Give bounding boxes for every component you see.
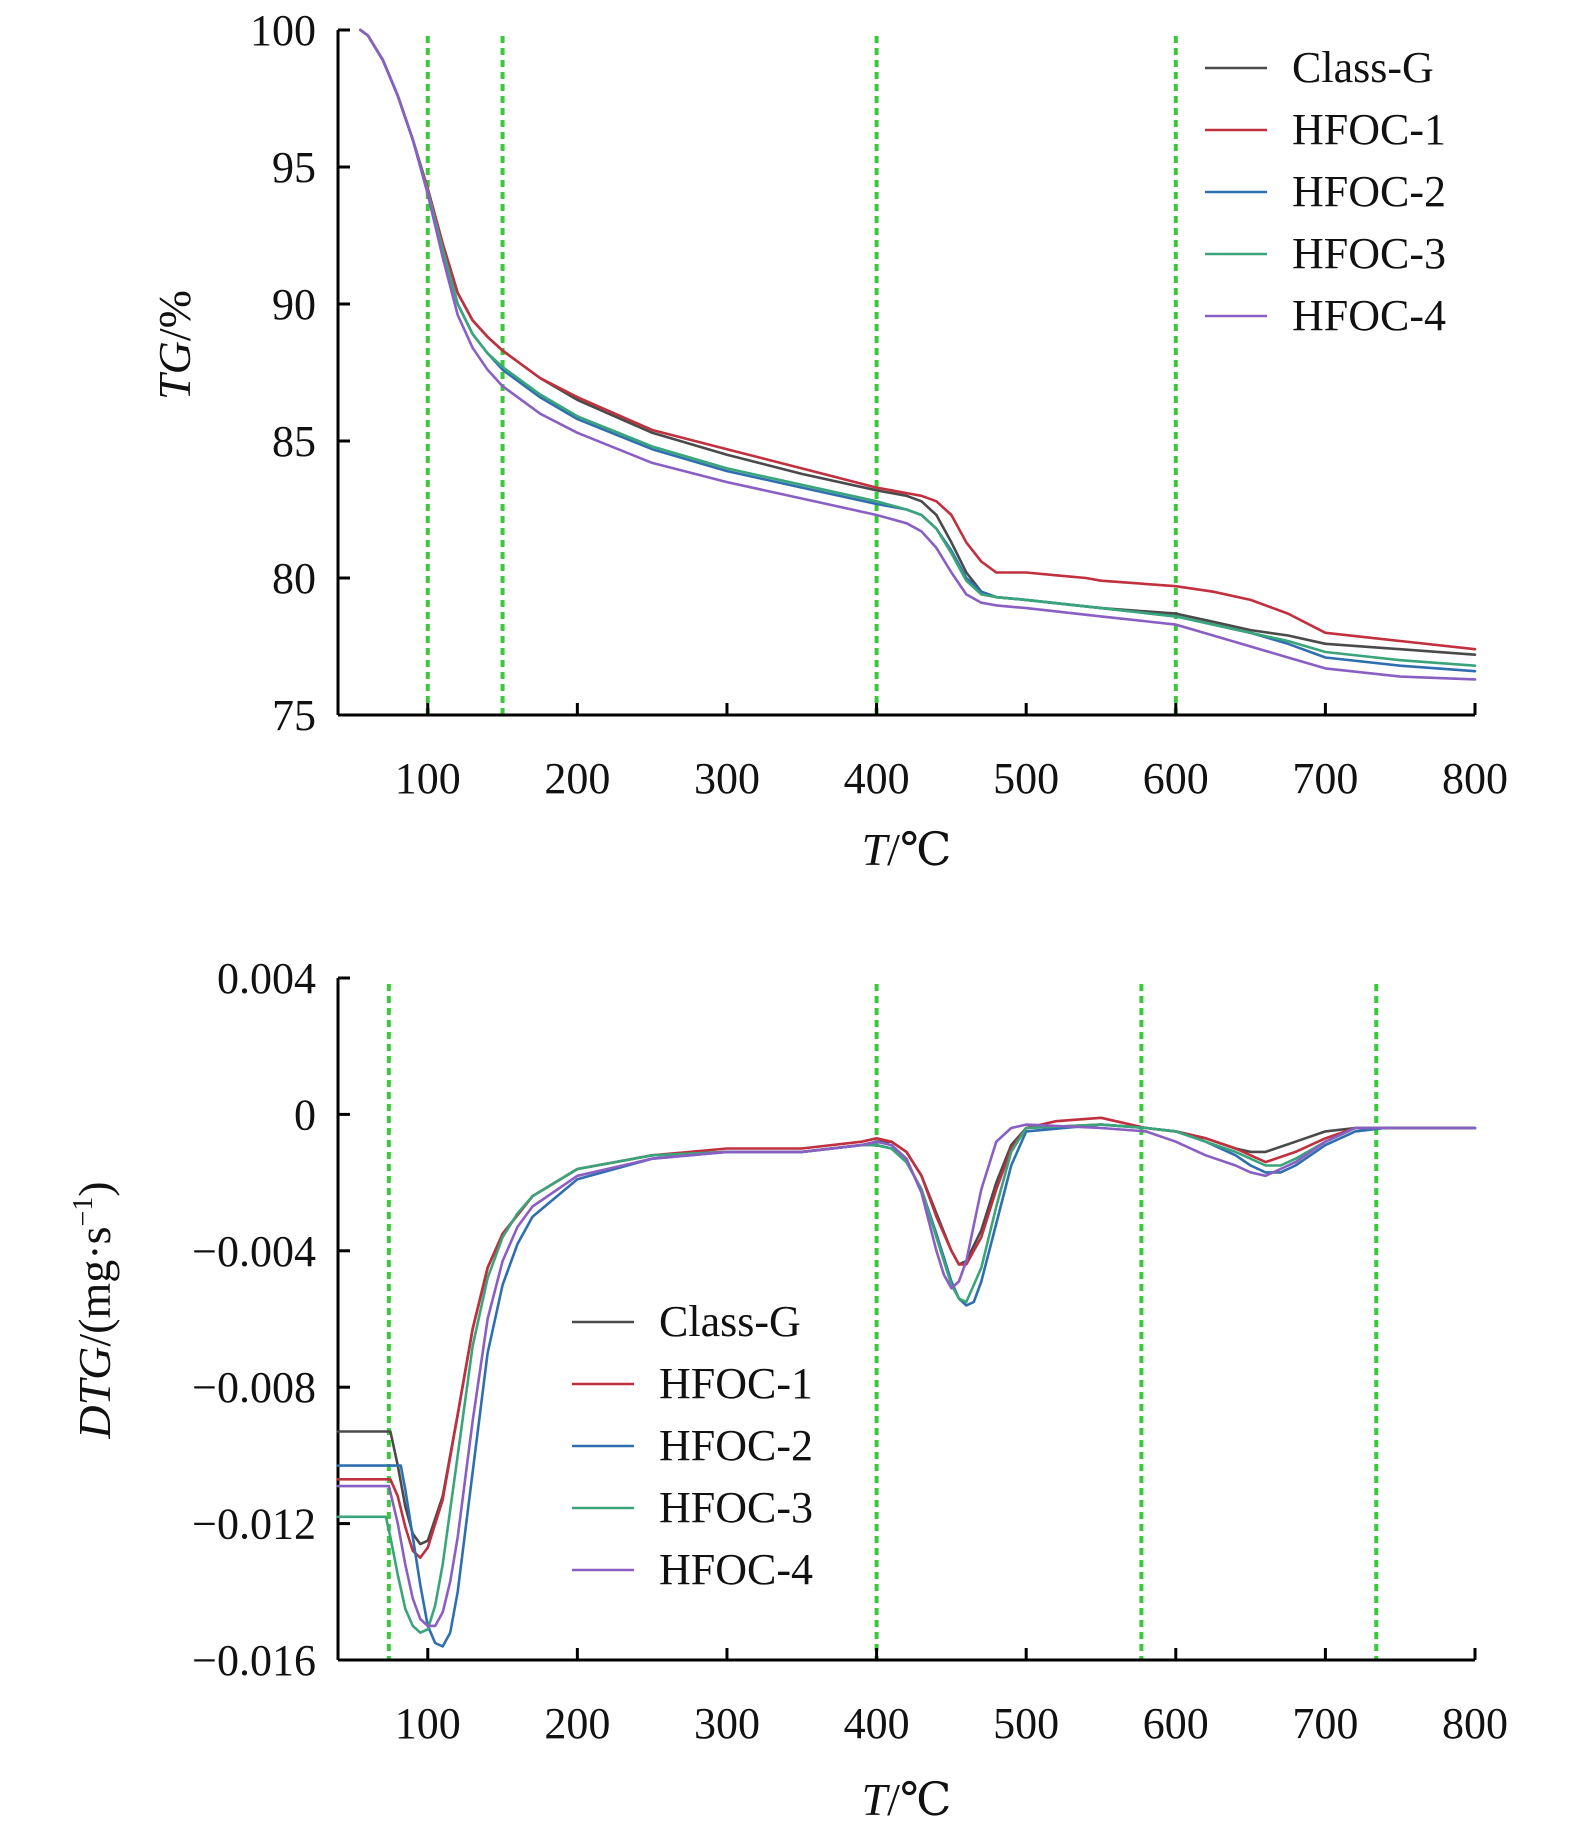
x-tick-label: 800: [1442, 754, 1508, 803]
x-tick-label: 800: [1442, 1699, 1508, 1748]
y-tick-label: −0.008: [192, 1363, 316, 1412]
x-tick-label: 300: [694, 754, 760, 803]
dtg-chart: 100 200 300 400 500 600 700 800 0.004 0 −0.004 −0.0…: [68, 954, 1508, 1825]
x-tick-label: 400: [844, 1699, 910, 1748]
tg-chart: 100 200 300 400 500 600 700 800 75 80 85 90 95 100 T/℃…: [149, 6, 1508, 875]
y-tick-label: 80: [272, 554, 316, 603]
y-tick-label: −0.004: [192, 1227, 316, 1276]
x-tick-label: 700: [1292, 1699, 1358, 1748]
x-tick-label: 500: [993, 754, 1059, 803]
series-line-hfoc-4: [359, 28, 1477, 681]
series-line-hfoc-1: [336, 1116, 1477, 1559]
legend-label: HFOC-2: [1292, 167, 1446, 216]
legend-label: HFOC-3: [659, 1483, 813, 1532]
series-line-hfoc-3: [336, 1123, 1477, 1634]
x-tick-label: 500: [993, 1699, 1059, 1748]
series-line-hfoc-2: [336, 1123, 1477, 1648]
series-line-hfoc-4: [336, 1123, 1477, 1628]
x-tick-label: 600: [1143, 754, 1209, 803]
legend-label: HFOC-4: [1292, 291, 1446, 340]
x-tick-label: 200: [544, 754, 610, 803]
y-tick-label: 90: [272, 280, 316, 329]
x-tick-label: 600: [1143, 1699, 1209, 1748]
legend: Class-G HFOC-1 HFOC-2 HFOC-3 HFOC-4: [572, 1297, 813, 1594]
y-axis-label: TG/%: [149, 290, 200, 400]
x-tick-label: 200: [544, 1699, 610, 1748]
x-tick-label: 100: [395, 754, 461, 803]
series-line-class-g: [336, 1123, 1477, 1546]
y-axis-label: DTG/(mg·s−1): [68, 1181, 120, 1439]
legend-label: HFOC-2: [659, 1421, 813, 1470]
x-tick-label: 400: [844, 754, 910, 803]
legend-label: HFOC-3: [1292, 229, 1446, 278]
legend-label: HFOC-1: [1292, 105, 1446, 154]
y-tick-label: 85: [272, 417, 316, 466]
x-axis-label: T/℃: [862, 1774, 952, 1825]
y-tick-label: −0.016: [192, 1636, 316, 1685]
y-tick-label: −0.012: [192, 1500, 316, 1549]
x-tick-label: 700: [1292, 754, 1358, 803]
legend: Class-G HFOC-1 HFOC-2 HFOC-3 HFOC-4: [1205, 43, 1446, 340]
y-tick-label: 100: [250, 6, 316, 55]
legend-label: HFOC-1: [659, 1359, 813, 1408]
x-tick-label: 300: [694, 1699, 760, 1748]
legend-label: Class-G: [659, 1297, 801, 1346]
x-tick-label: 100: [395, 1699, 461, 1748]
y-tick-label: 95: [272, 143, 316, 192]
legend-label: HFOC-4: [659, 1545, 813, 1594]
y-tick-label: 75: [272, 691, 316, 740]
legend-label: Class-G: [1292, 43, 1434, 92]
y-tick-label: 0.004: [217, 954, 316, 1003]
y-tick-label: 0: [294, 1090, 316, 1139]
x-axis-label: T/℃: [862, 824, 952, 875]
